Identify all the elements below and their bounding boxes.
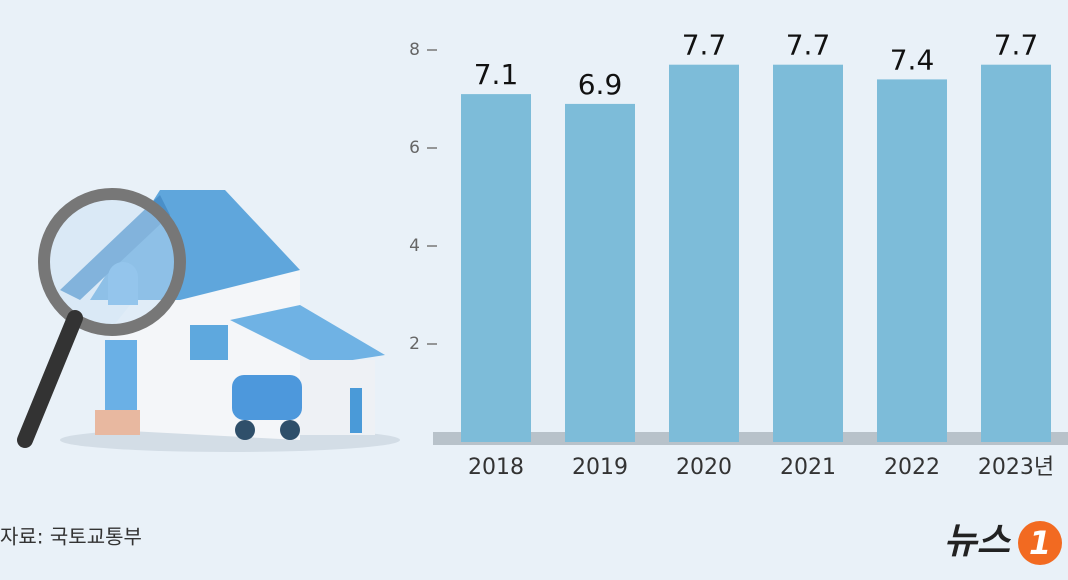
logo-text: 뉴스	[944, 521, 1012, 562]
y-tick-label: 8	[409, 40, 420, 60]
logo-mark: 1	[1029, 524, 1051, 562]
value-label: 7.7	[994, 29, 1039, 62]
bar	[565, 103, 635, 443]
y-tick-label: 2	[409, 334, 420, 354]
bar	[981, 64, 1051, 442]
value-label: 7.4	[890, 43, 935, 76]
x-tick-label: 2020	[676, 455, 732, 480]
x-tick-label: 2022	[884, 455, 940, 480]
x-tick-label: 2019	[572, 455, 628, 480]
y-tick-label: 6	[409, 138, 420, 158]
bar	[877, 79, 947, 443]
logo: 뉴스 1	[944, 521, 1062, 565]
x-tick-label: 2021	[780, 455, 836, 480]
value-label: 7.7	[786, 29, 831, 62]
value-label: 7.7	[682, 29, 727, 62]
bar	[461, 94, 531, 442]
house-illustration	[17, 188, 400, 452]
value-label: 6.9	[578, 68, 623, 101]
y-tick-label: 4	[409, 236, 420, 256]
x-tick-label: 2023년	[978, 455, 1054, 480]
x-tick-label: 2018	[468, 455, 524, 480]
bar	[669, 64, 739, 442]
bar	[773, 64, 843, 442]
value-label: 7.1	[474, 58, 519, 91]
source: 자료: 국토교통부	[0, 525, 142, 549]
